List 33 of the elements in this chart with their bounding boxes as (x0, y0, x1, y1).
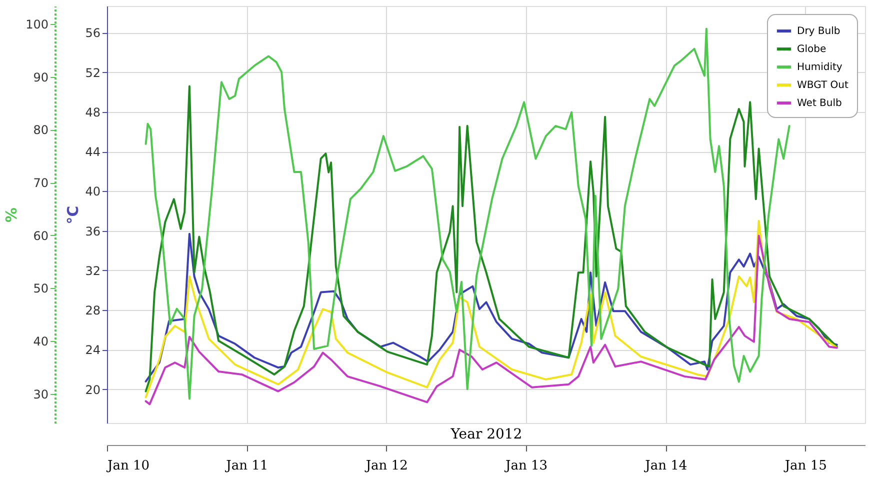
y2-tick-label: 60 (33, 228, 48, 243)
x-tick-label: Jan 13 (504, 458, 548, 474)
y-tick-label: 28 (85, 304, 100, 318)
y2-tick-label: 30 (33, 387, 48, 402)
x-tick-label: Jan 15 (782, 458, 827, 474)
legend-label: Humidity (797, 62, 842, 73)
y-tick-label: 24 (85, 343, 100, 358)
x-tick-label: Jan 10 (106, 458, 150, 474)
y2-tick-label: 100 (26, 17, 48, 32)
y-tick-label: 36 (85, 224, 100, 238)
y-tick-label: 44 (85, 145, 100, 160)
y2-axis-title: % (2, 207, 21, 223)
y-tick-label: 56 (85, 26, 100, 40)
y-tick-label: 32 (85, 264, 100, 278)
y-tick-label: 48 (85, 105, 100, 120)
y-tick-label: 20 (85, 382, 100, 397)
y2-tick-label: 70 (33, 176, 48, 190)
legend-label: WBGT Out (797, 80, 848, 91)
y-tick-label: 52 (85, 66, 100, 80)
x-tick-label: Jan 11 (224, 458, 268, 474)
legend-label: Dry Bulb (797, 26, 840, 37)
y2-tick-label: 50 (33, 282, 48, 296)
y2-tick-label: 40 (33, 334, 48, 349)
legend-label: Wet Bulb (797, 98, 842, 109)
legend-label: Globe (797, 44, 826, 55)
x-tick-label: Jan 14 (643, 458, 688, 474)
line-series (144, 28, 790, 400)
x-axis-title: Year 2012 (450, 426, 522, 442)
y-axis-title: °C (64, 206, 82, 224)
y2-tick-label: 80 (33, 123, 48, 138)
y2-tick-label: 90 (33, 70, 48, 84)
x-tick-label: Jan 12 (364, 458, 408, 474)
y-tick-label: 40 (85, 184, 100, 199)
